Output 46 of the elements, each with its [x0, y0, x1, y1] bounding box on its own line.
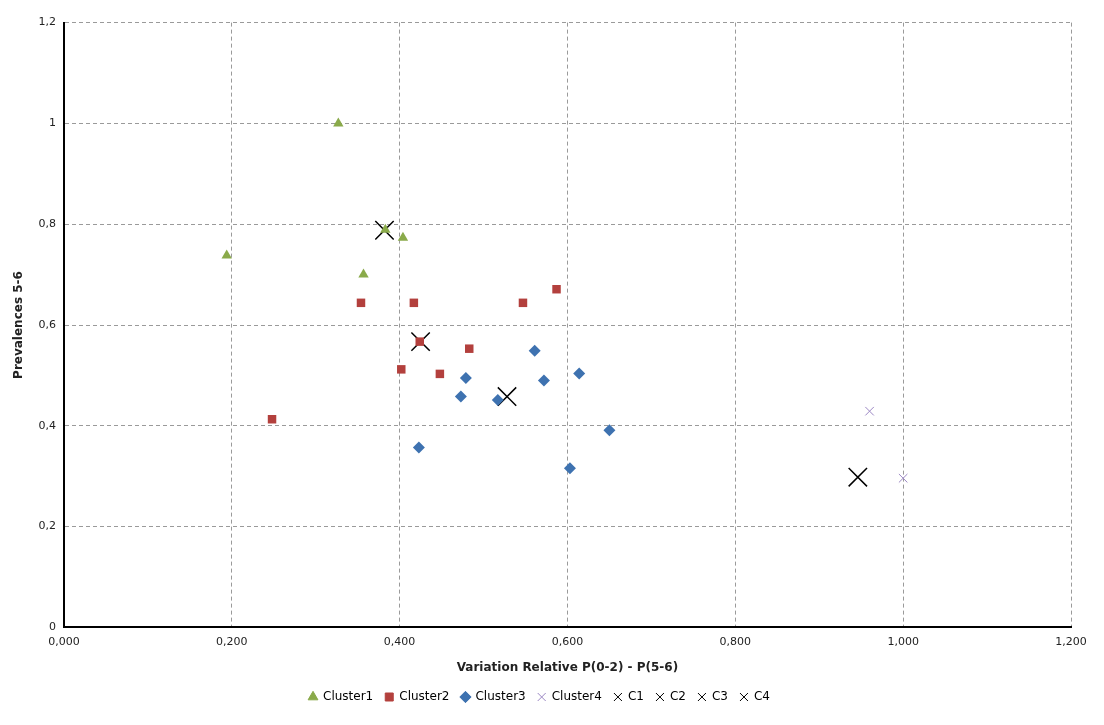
legend-label: Cluster1 — [323, 689, 374, 704]
point — [563, 462, 576, 475]
point — [497, 386, 517, 407]
legend-label: C4 — [753, 689, 770, 704]
point — [465, 344, 474, 353]
x-tick-label: 0,400 — [383, 634, 416, 648]
y-tick-label: 0,8 — [38, 217, 56, 231]
point — [459, 371, 472, 384]
y-axis-title: Prevalences 5-6 — [11, 271, 26, 379]
point — [898, 473, 908, 483]
legend-label: Cluster3 — [475, 689, 526, 704]
point — [537, 374, 550, 387]
y-tick-label: 1 — [48, 116, 56, 130]
point — [552, 284, 561, 294]
x-tick-label: 0,800 — [719, 634, 752, 648]
point — [380, 223, 391, 233]
x-tick-label: 1,000 — [887, 634, 919, 648]
x-tick-label: 0,200 — [215, 634, 248, 648]
point — [454, 390, 467, 403]
point — [864, 406, 875, 416]
y-tick-label: 0,6 — [38, 317, 56, 331]
point — [847, 467, 868, 488]
x-tick-label: 1,200 — [1055, 634, 1087, 648]
legend-label: C1 — [627, 689, 644, 704]
point — [397, 365, 406, 374]
legend-label: Cluster2 — [399, 689, 450, 704]
point — [573, 367, 586, 380]
x-tick-label: 0,600 — [551, 634, 584, 648]
y-tick-label: 0,2 — [38, 519, 56, 533]
point — [410, 331, 431, 352]
point — [528, 344, 541, 357]
x-tick-label: 0,000 — [48, 634, 80, 648]
y-tick-label: 0,4 — [38, 418, 56, 432]
y-tick-label: 1,2 — [38, 15, 56, 29]
point — [603, 424, 616, 437]
point — [374, 220, 395, 241]
y-tick-label: 0 — [48, 620, 56, 634]
x-axis-title: Variation Relative P(0-2) - P(5-6) — [456, 659, 679, 674]
point — [358, 268, 369, 278]
point — [397, 231, 409, 241]
legend-label: C2 — [669, 689, 686, 704]
point — [412, 441, 425, 454]
legend-label: Cluster4 — [551, 689, 602, 704]
point — [491, 394, 504, 407]
legend-label: C3 — [711, 689, 728, 704]
point — [415, 337, 424, 346]
